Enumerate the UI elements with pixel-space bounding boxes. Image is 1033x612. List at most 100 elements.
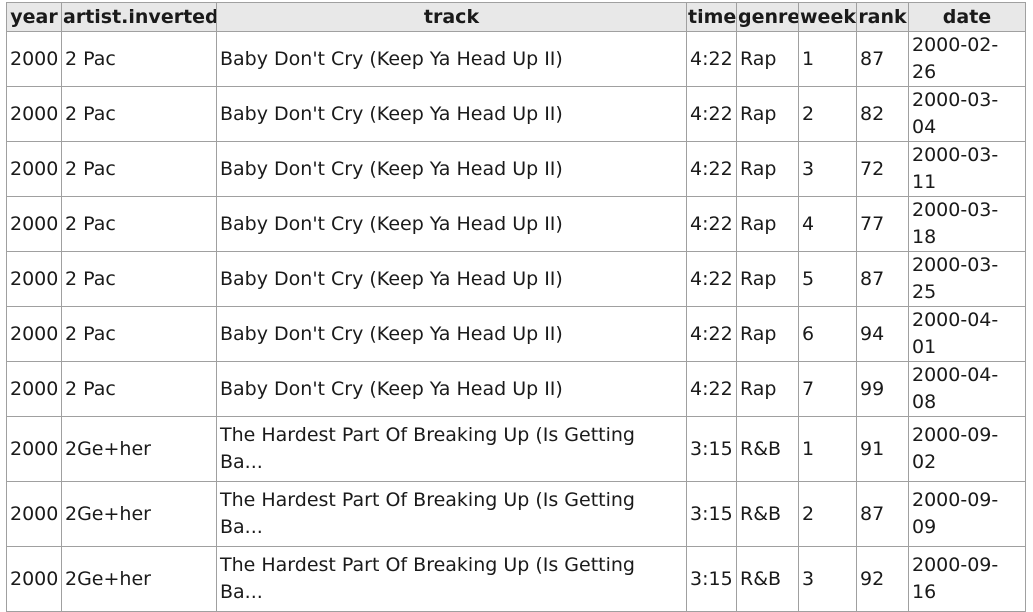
week-cell: 1 [798, 416, 857, 482]
artist-inverted-cell: 2 Pac [61, 196, 217, 252]
year-cell: 2000 [6, 251, 62, 307]
year-cell: 2000 [6, 481, 62, 547]
date-cell: 2000-09-02 [908, 416, 1026, 482]
table-header: year artist.inverted track time genre we… [6, 2, 1026, 32]
year-cell: 2000 [6, 306, 62, 362]
genre-cell: Rap [736, 196, 799, 252]
week-cell: 2 [798, 481, 857, 547]
time-cell: 3:15 [686, 481, 737, 547]
genre-cell: Rap [736, 141, 799, 197]
genre-cell: Rap [736, 251, 799, 307]
column-header-rank[interactable]: rank [856, 2, 909, 32]
column-header-date[interactable]: date [908, 2, 1026, 32]
track-cell: Baby Don't Cry (Keep Ya Head Up II) [216, 361, 687, 417]
artist-inverted-cell: 2 Pac [61, 86, 217, 142]
week-cell: 4 [798, 196, 857, 252]
table-row[interactable]: 2000 2Ge+her The Hardest Part Of Breaking … [6, 416, 1026, 482]
time-cell: 4:22 [686, 361, 737, 417]
column-header-year[interactable]: year [6, 2, 62, 32]
date-cell: 2000-03-18 [908, 196, 1026, 252]
genre-cell: Rap [736, 306, 799, 362]
data-table: year artist.inverted track time genre we… [6, 2, 1026, 612]
table-row[interactable]: 2000 2Ge+her The Hardest Part Of Breaking … [6, 546, 1026, 612]
year-cell: 2000 [6, 141, 62, 197]
genre-cell: Rap [736, 86, 799, 142]
column-header-genre[interactable]: genre [736, 2, 799, 32]
table-row[interactable]: 2000 2 Pac Baby Don't Cry (Keep Ya Head Up… [6, 31, 1026, 87]
artist-inverted-cell: 2 Pac [61, 251, 217, 307]
track-cell: Baby Don't Cry (Keep Ya Head Up II) [216, 31, 687, 87]
time-cell: 4:22 [686, 306, 737, 362]
rank-cell: 87 [856, 251, 909, 307]
track-cell: Baby Don't Cry (Keep Ya Head Up II) [216, 86, 687, 142]
rank-cell: 91 [856, 416, 909, 482]
rank-cell: 82 [856, 86, 909, 142]
week-cell: 1 [798, 31, 857, 87]
table-row[interactable]: 2000 2 Pac Baby Don't Cry (Keep Ya Head Up… [6, 196, 1026, 252]
table-row[interactable]: 2000 2 Pac Baby Don't Cry (Keep Ya Head Up… [6, 306, 1026, 362]
week-cell: 3 [798, 546, 857, 612]
date-cell: 2000-03-25 [908, 251, 1026, 307]
artist-inverted-cell: 2 Pac [61, 31, 217, 87]
week-cell: 5 [798, 251, 857, 307]
column-header-artist-inverted[interactable]: artist.inverted [61, 2, 217, 32]
track-cell: The Hardest Part Of Breaking Up (Is Gett… [216, 546, 687, 612]
time-cell: 4:22 [686, 196, 737, 252]
year-cell: 2000 [6, 546, 62, 612]
rank-cell: 87 [856, 31, 909, 87]
year-cell: 2000 [6, 361, 62, 417]
date-cell: 2000-04-08 [908, 361, 1026, 417]
time-cell: 3:15 [686, 546, 737, 612]
header-row: year artist.inverted track time genre we… [6, 2, 1026, 32]
table-row[interactable]: 2000 2 Pac Baby Don't Cry (Keep Ya Head Up… [6, 251, 1026, 307]
genre-cell: Rap [736, 361, 799, 417]
artist-inverted-cell: 2Ge+her [61, 481, 217, 547]
column-header-track[interactable]: track [216, 2, 687, 32]
table-body: 2000 2 Pac Baby Don't Cry (Keep Ya Head Up… [6, 31, 1026, 612]
genre-cell: R&B [736, 546, 799, 612]
column-header-week[interactable]: week [798, 2, 857, 32]
artist-inverted-cell: 2 Pac [61, 306, 217, 362]
year-cell: 2000 [6, 31, 62, 87]
year-cell: 2000 [6, 86, 62, 142]
track-cell: Baby Don't Cry (Keep Ya Head Up II) [216, 196, 687, 252]
artist-inverted-cell: 2Ge+her [61, 416, 217, 482]
artist-inverted-cell: 2Ge+her [61, 546, 217, 612]
week-cell: 6 [798, 306, 857, 362]
table-row[interactable]: 2000 2 Pac Baby Don't Cry (Keep Ya Head Up… [6, 86, 1026, 142]
rank-cell: 87 [856, 481, 909, 547]
date-cell: 2000-09-16 [908, 546, 1026, 612]
time-cell: 4:22 [686, 86, 737, 142]
genre-cell: R&B [736, 481, 799, 547]
week-cell: 3 [798, 141, 857, 197]
date-cell: 2000-02-26 [908, 31, 1026, 87]
time-cell: 4:22 [686, 141, 737, 197]
year-cell: 2000 [6, 196, 62, 252]
track-cell: The Hardest Part Of Breaking Up (Is Gett… [216, 416, 687, 482]
column-header-time[interactable]: time [686, 2, 737, 32]
time-cell: 4:22 [686, 31, 737, 87]
time-cell: 4:22 [686, 251, 737, 307]
track-cell: Baby Don't Cry (Keep Ya Head Up II) [216, 141, 687, 197]
date-cell: 2000-03-04 [908, 86, 1026, 142]
date-cell: 2000-04-01 [908, 306, 1026, 362]
table-row[interactable]: 2000 2Ge+her The Hardest Part Of Breaking … [6, 481, 1026, 547]
artist-inverted-cell: 2 Pac [61, 141, 217, 197]
rank-cell: 92 [856, 546, 909, 612]
date-cell: 2000-03-11 [908, 141, 1026, 197]
table-row[interactable]: 2000 2 Pac Baby Don't Cry (Keep Ya Head Up… [6, 141, 1026, 197]
track-cell: The Hardest Part Of Breaking Up (Is Gett… [216, 481, 687, 547]
rank-cell: 94 [856, 306, 909, 362]
year-cell: 2000 [6, 416, 62, 482]
rank-cell: 77 [856, 196, 909, 252]
table-row[interactable]: 2000 2 Pac Baby Don't Cry (Keep Ya Head Up… [6, 361, 1026, 417]
artist-inverted-cell: 2 Pac [61, 361, 217, 417]
track-cell: Baby Don't Cry (Keep Ya Head Up II) [216, 306, 687, 362]
track-cell: Baby Don't Cry (Keep Ya Head Up II) [216, 251, 687, 307]
genre-cell: R&B [736, 416, 799, 482]
rank-cell: 99 [856, 361, 909, 417]
date-cell: 2000-09-09 [908, 481, 1026, 547]
week-cell: 2 [798, 86, 857, 142]
genre-cell: Rap [736, 31, 799, 87]
week-cell: 7 [798, 361, 857, 417]
